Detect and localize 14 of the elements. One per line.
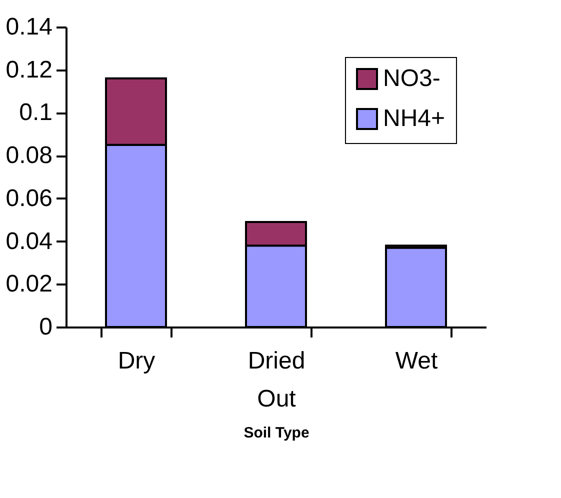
x-tick-label: Wet <box>395 348 438 374</box>
legend-label: NH4+ <box>383 105 446 132</box>
x-axis-title: Soil Type <box>244 424 310 442</box>
y-tick-label: 0.06 <box>6 184 52 212</box>
x-tick-label: Dry <box>118 348 156 374</box>
y-tick-label: 0.12 <box>6 56 52 84</box>
y-tick-label: 0.08 <box>6 142 52 170</box>
y-tick-label: 0.1 <box>19 99 52 126</box>
x-tick-label: Dried Out <box>248 348 306 412</box>
legend-label: NO3- <box>383 65 440 92</box>
y-tick-label: 0.04 <box>6 228 52 255</box>
y-tick-label: 0 <box>39 314 52 340</box>
y-tick-label: 0.14 <box>6 14 52 40</box>
y-tick-label: 0.02 <box>6 270 52 298</box>
